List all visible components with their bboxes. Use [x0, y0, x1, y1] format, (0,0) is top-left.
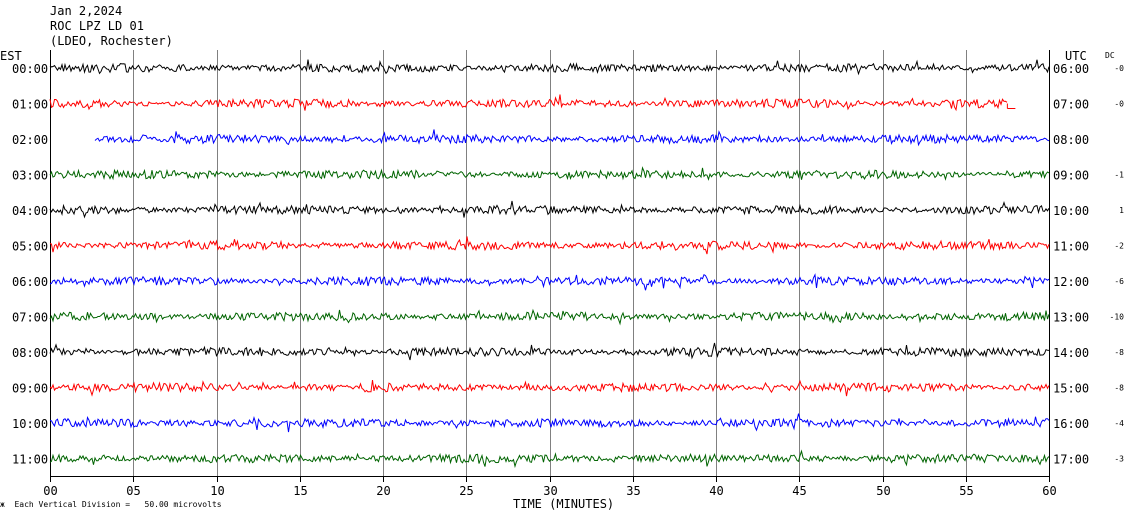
est-hour-label: 09:00	[12, 382, 48, 396]
utc-hour-label: 12:00	[1053, 275, 1089, 289]
dc-offset-label: -1	[1114, 171, 1124, 180]
est-hour-label: 03:00	[12, 169, 48, 183]
date-label: Jan 2,2024	[50, 4, 123, 18]
trace-0300	[49, 166, 1050, 181]
utc-hour-label: 07:00	[1053, 98, 1089, 112]
utc-hour-label: 11:00	[1053, 240, 1089, 254]
x-tick-label: 25	[459, 484, 473, 498]
dc-offset-label: 1	[1119, 206, 1124, 215]
x-tick-label: 10	[210, 484, 224, 498]
utc-hour-label: 09:00	[1053, 169, 1089, 183]
utc-hour-label: 15:00	[1053, 382, 1089, 396]
trace-1000	[49, 413, 1050, 433]
trace-0900	[49, 379, 1050, 397]
logo-icon: ж	[0, 500, 5, 509]
est-hour-label: 10:00	[12, 417, 48, 431]
x-tick-label: 35	[626, 484, 640, 498]
est-hour-label: 07:00	[12, 311, 48, 325]
dc-offset-label: -0	[1114, 64, 1124, 73]
est-hour-label: 06:00	[12, 275, 48, 289]
x-tick-label: 40	[709, 484, 723, 498]
utc-axis-title: UTC	[1065, 49, 1087, 63]
est-axis-title: EST	[0, 49, 22, 63]
footnote-text: Each Vertical Division = 50.00 microvolt…	[14, 500, 222, 509]
x-axis-label: TIME (MINUTES)	[513, 497, 615, 511]
trace-0200	[94, 129, 1050, 147]
grid	[50, 50, 1050, 482]
utc-hour-label: 17:00	[1053, 453, 1089, 467]
trace-1100	[49, 449, 1050, 469]
utc-hour-label: 08:00	[1053, 133, 1089, 147]
utc-hour-label: 06:00	[1053, 62, 1089, 76]
trace-0800	[49, 342, 1050, 361]
dc-title: DC	[1105, 51, 1115, 60]
x-tick-label: 45	[792, 484, 806, 498]
trace-0600	[49, 273, 1050, 291]
dc-offset-label: -2	[1114, 242, 1124, 251]
x-tick-label: 15	[293, 484, 307, 498]
dc-offset-label: -10	[1110, 313, 1125, 322]
est-hour-label: 02:00	[12, 133, 48, 147]
network-label: (LDEO, Rochester)	[50, 34, 173, 48]
x-tick-label: 50	[876, 484, 890, 498]
trace-0100	[49, 94, 1008, 112]
dc-offset-label: -8	[1114, 384, 1124, 393]
dc-offset-label: -8	[1114, 348, 1124, 357]
est-hour-label: 08:00	[12, 346, 48, 360]
footnote: ж Each Vertical Division = 50.00 microvo…	[0, 500, 222, 510]
dc-offset-label: -6	[1114, 277, 1124, 286]
traces	[49, 59, 1050, 469]
est-hour-label: 05:00	[12, 240, 48, 254]
est-hour-label: 01:00	[12, 98, 48, 112]
x-tick-label: 55	[959, 484, 973, 498]
est-hour-label: 00:00	[12, 62, 48, 76]
est-hour-label: 11:00	[12, 453, 48, 467]
station-label: ROC LPZ LD 01	[50, 19, 144, 33]
dc-offset-label: -0	[1114, 100, 1124, 109]
x-tick-label: 60	[1042, 484, 1056, 498]
dc-offset-label: -4	[1114, 419, 1124, 428]
trace-0000	[49, 59, 1050, 76]
labels: 00 05 10 15 20 25 30 35 40 45 50 55 60 00:00 06:00 -0 01…	[12, 62, 1124, 498]
utc-hour-label: 10:00	[1053, 204, 1089, 218]
utc-hour-label: 16:00	[1053, 417, 1089, 431]
trace-0400	[49, 200, 1050, 219]
x-tick-label: 05	[126, 484, 140, 498]
dc-offset-label: -3	[1114, 455, 1124, 464]
x-tick-label: 00	[43, 484, 57, 498]
utc-hour-label: 14:00	[1053, 346, 1089, 360]
utc-hour-label: 13:00	[1053, 311, 1089, 325]
trace-0700	[49, 308, 1050, 326]
x-tick-label: 20	[376, 484, 390, 498]
est-hour-label: 04:00	[12, 204, 48, 218]
trace-0500	[49, 236, 1050, 255]
x-tick-label: 30	[543, 484, 557, 498]
